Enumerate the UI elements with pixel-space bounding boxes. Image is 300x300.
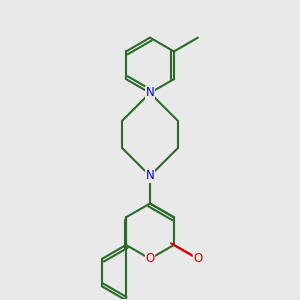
Text: O: O	[193, 252, 203, 265]
Text: N: N	[146, 169, 154, 182]
Text: N: N	[146, 86, 154, 99]
Text: O: O	[146, 252, 154, 265]
